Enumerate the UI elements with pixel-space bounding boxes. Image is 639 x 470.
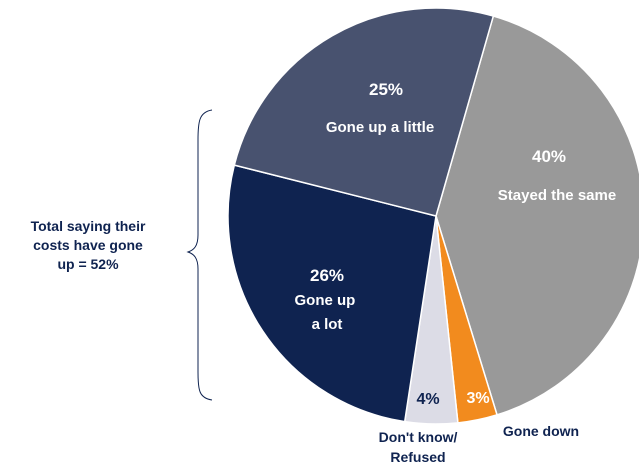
slice-label-gone-up-little: Gone up a little bbox=[326, 119, 434, 136]
annotation-bracket bbox=[186, 109, 213, 401]
pie-slices bbox=[227, 7, 639, 425]
annotation-total-up: Total saying their costs have gone up = … bbox=[0, 217, 176, 274]
slice-value-gone-down: 3% bbox=[466, 390, 489, 407]
outside-label-dont-know: Don't know/ Refused bbox=[379, 429, 462, 465]
pie-slice-gone-up-a-lot bbox=[227, 164, 437, 423]
annotation-line-3: up = 52% bbox=[57, 256, 119, 272]
slice-value-stayed-same: 40% bbox=[532, 147, 566, 166]
slice-label-stayed-same: Stayed the same bbox=[498, 187, 616, 204]
outside-label-gone-down: Gone down bbox=[503, 423, 579, 439]
slice-value-gone-up-lot: 26% bbox=[310, 266, 344, 285]
slice-value-dont-know: 4% bbox=[416, 391, 439, 408]
pie-slice-stayed-the-same bbox=[435, 15, 639, 416]
slice-value-gone-up-little: 25% bbox=[369, 80, 403, 99]
annotation-line-2: costs have gone bbox=[33, 237, 143, 253]
annotation-line-1: Total saying their bbox=[30, 218, 146, 234]
slice-label-gone-up-lot: Gone up a lot bbox=[295, 292, 360, 333]
pie-slice-gone-up-a-little bbox=[233, 7, 495, 217]
